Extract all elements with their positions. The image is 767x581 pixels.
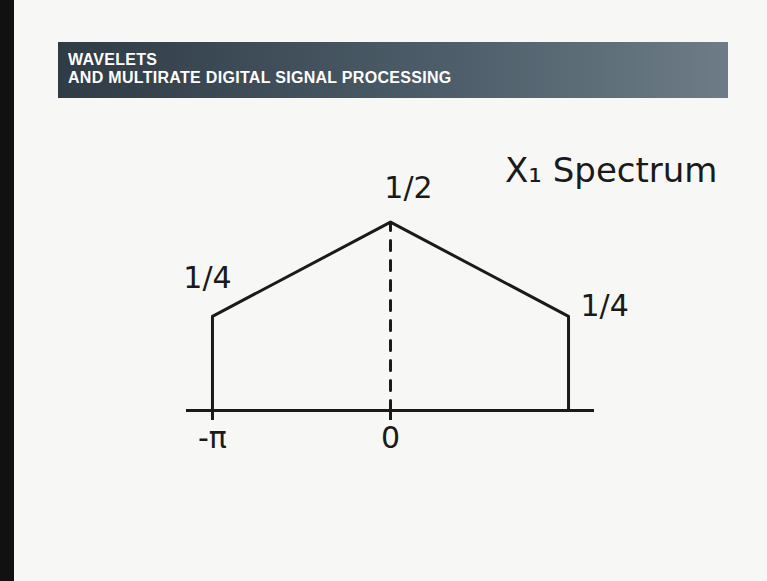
svg-text:1/4: 1/4 [183, 260, 231, 295]
html-text:AND MULTIRATE DIGITAL SIGNAL P: AND MULTIRATE DIGITAL SIGNAL PROCESSING [68, 69, 452, 86]
svg-text:1/4: 1/4 [581, 288, 629, 323]
svg-text:1/2: 1/2 [384, 170, 432, 205]
svg-text:0: 0 [381, 420, 400, 455]
html-text:WAVELETS: WAVELETS [68, 51, 158, 68]
svg-text:-π: -π [198, 420, 227, 455]
html-text:X₁ Spectrum: X₁ Spectrum [505, 150, 718, 190]
